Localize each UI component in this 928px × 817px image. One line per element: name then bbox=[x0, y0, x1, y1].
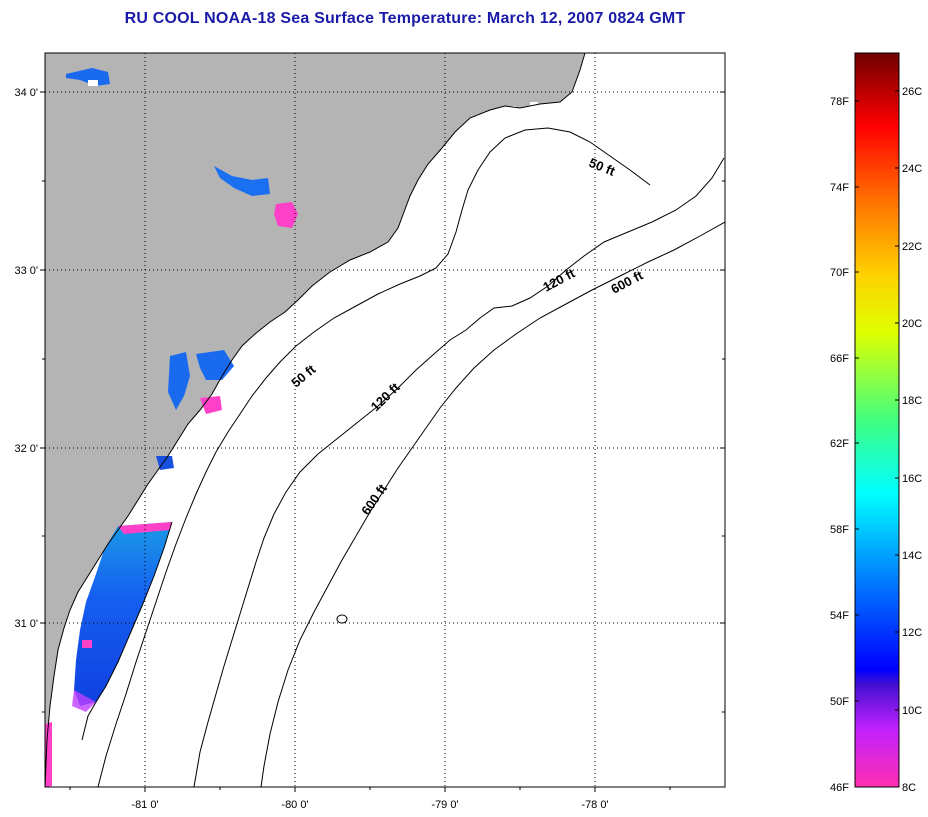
lon-label-81: -81 0' bbox=[131, 799, 158, 811]
graticule bbox=[45, 53, 725, 787]
sst-patch-inlet bbox=[168, 352, 190, 410]
lat-label-32: 32 0' bbox=[14, 443, 38, 455]
lat-label-31: 31 0' bbox=[14, 618, 38, 630]
map-frame bbox=[44, 52, 726, 788]
tick-marks bbox=[40, 91, 725, 792]
sst-patch-north bbox=[66, 68, 110, 86]
land-mass bbox=[45, 53, 585, 787]
sst-patch-inlet-pink bbox=[200, 396, 222, 414]
lat-label-34: 34 0' bbox=[14, 87, 38, 99]
lon-label-79: -79 0' bbox=[431, 799, 458, 811]
isobath-600ft bbox=[260, 221, 725, 787]
map-title: RU COOL NOAA-18 Sea Surface Temperature:… bbox=[124, 10, 686, 27]
sst-cool-patch bbox=[72, 690, 96, 712]
sst-cool-edge bbox=[118, 522, 172, 534]
sst-pink-patch bbox=[82, 640, 92, 648]
lon-label-78: -78 0' bbox=[581, 799, 608, 811]
coastline bbox=[45, 53, 586, 787]
isobath-120ft bbox=[193, 157, 725, 787]
barrier-island-line bbox=[81, 521, 173, 741]
sst-water-band bbox=[74, 522, 172, 706]
lon-label-80: -80 0' bbox=[281, 799, 308, 811]
sst-patch-lake-pink bbox=[274, 202, 298, 228]
cloud-specks bbox=[88, 80, 538, 302]
lat-label-33: 33 0' bbox=[14, 265, 38, 277]
isobath-50ft bbox=[97, 127, 651, 787]
sst-patch-lake bbox=[214, 166, 270, 196]
